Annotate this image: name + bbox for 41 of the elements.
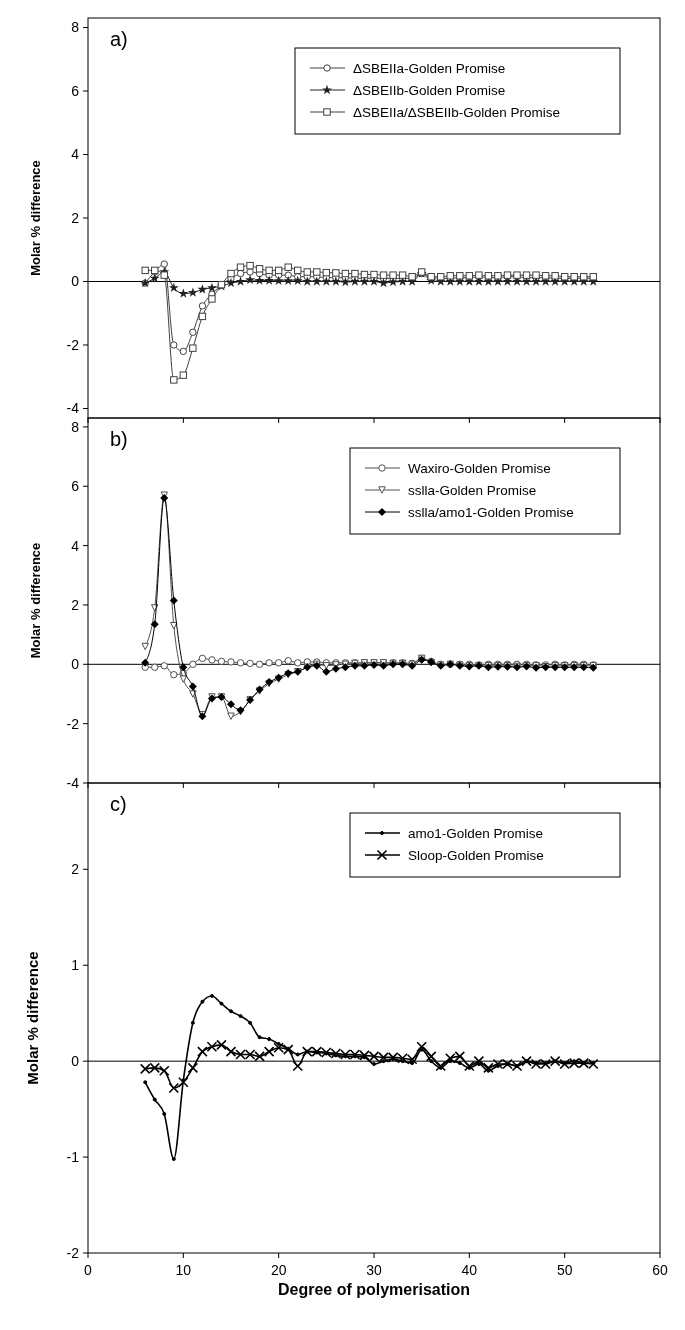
- x-tick-label: 10: [175, 1262, 192, 1278]
- legend-label: Sloop-Golden Promise: [408, 847, 544, 863]
- x-tick-label: 60: [652, 1262, 668, 1278]
- y-tick-label: 0: [71, 273, 80, 290]
- y-tick-label: 0: [71, 1053, 80, 1070]
- legend-label: sslla/amo1-Golden Promise: [408, 504, 574, 520]
- y-tick-label: 6: [71, 82, 80, 99]
- legend-label: ΔSBEIIb-Golden Promise: [353, 82, 506, 98]
- legend-label: amo1-Golden Promise: [408, 825, 544, 841]
- y-tick-label: -2: [66, 336, 80, 353]
- y-tick-label: -1: [66, 1148, 80, 1165]
- y-tick-label: -2: [66, 1244, 80, 1261]
- y-tick-label: 4: [71, 146, 80, 163]
- y-tick-label: -2: [66, 715, 80, 732]
- legend-label: Waxiro-Golden Promise: [408, 460, 551, 476]
- x-axis-title: Degree of polymerisation: [277, 1281, 471, 1298]
- x-tick-label: 0: [84, 1262, 93, 1278]
- x-tick-label: 30: [366, 1262, 382, 1278]
- text: a): [110, 28, 128, 50]
- y-tick-label: 8: [71, 418, 80, 435]
- y-tick-label: 1: [71, 957, 80, 974]
- y-tick-label: -4: [66, 774, 80, 791]
- y-tick-label: 8: [71, 19, 80, 36]
- legend-label: ΔSBEIIa-Golden Promise: [353, 60, 506, 76]
- legend-label: ΔSBEIIa/ΔSBEIIb-Golden Promise: [353, 104, 561, 120]
- x-tick-label: 20: [270, 1262, 287, 1278]
- y-tick-label: 6: [71, 478, 80, 495]
- y-tick-label: -4: [66, 400, 80, 417]
- y-axis-title: Molar % difference: [28, 160, 43, 276]
- y-tick-label: 2: [71, 596, 80, 613]
- text: b): [110, 428, 128, 450]
- y-axis-title: Molar % difference: [28, 542, 43, 659]
- text: c): [110, 793, 127, 815]
- y-tick-label: 0: [71, 656, 80, 673]
- x-tick-label: 50: [556, 1262, 573, 1278]
- y-tick-label: 2: [71, 861, 80, 878]
- y-tick-label: 4: [71, 537, 80, 554]
- legend-label: sslla-Golden Promise: [408, 482, 537, 498]
- y-axis-title: Molar % difference: [24, 951, 41, 1085]
- y-tick-label: 2: [71, 209, 80, 226]
- x-tick-label: 40: [461, 1262, 478, 1278]
